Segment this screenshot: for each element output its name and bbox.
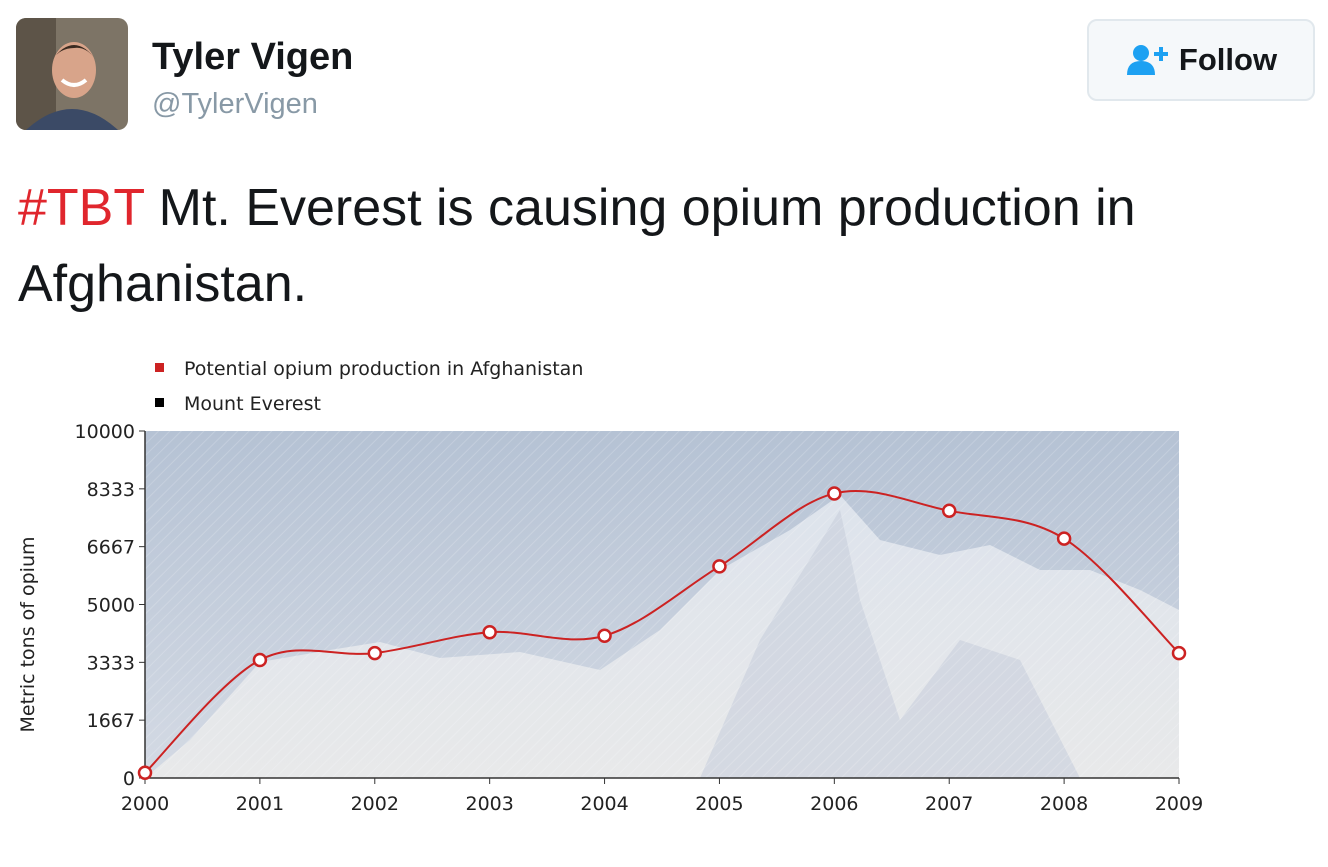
- data-point: [252, 652, 268, 668]
- x-tick-label: 2000: [121, 793, 169, 815]
- mount-everest-photo: [145, 431, 1179, 778]
- y-tick-label: 10000: [75, 421, 135, 443]
- y-tick-label: 8333: [87, 479, 135, 501]
- y-tick-label: 1667: [87, 710, 135, 732]
- legend-swatch: [155, 398, 164, 407]
- data-point: [712, 559, 727, 574]
- x-tick-label: 2002: [351, 793, 399, 815]
- tweet-text: #TBT Mt. Everest is causing opium produc…: [18, 170, 1288, 322]
- user-handle[interactable]: @TylerVigen: [152, 88, 318, 120]
- hashtag[interactable]: #TBT: [18, 179, 145, 237]
- x-tick-label: 2001: [236, 793, 284, 815]
- chart: 0 1667 3333 5000 6667 8333 10000 2000 2001 2002 20…: [17, 358, 1203, 815]
- avatar[interactable]: [16, 18, 128, 130]
- user-name[interactable]: Tyler Vigen: [152, 36, 354, 78]
- follow-icon: [1126, 45, 1168, 75]
- data-point: [827, 486, 842, 501]
- y-tick-label: 3333: [87, 652, 135, 674]
- y-tick-label: 6667: [87, 537, 135, 559]
- avatar-image: [16, 18, 128, 130]
- data-point: [137, 765, 153, 781]
- data-point: [482, 625, 497, 640]
- x-tick-label: 2007: [925, 793, 973, 815]
- data-point: [597, 628, 612, 643]
- x-tick-label: 2009: [1155, 793, 1203, 815]
- x-tick-label: 2006: [810, 793, 858, 815]
- legend-label: Mount Everest: [184, 393, 321, 415]
- x-tick-label: 2005: [695, 793, 743, 815]
- series-line: [144, 490, 1180, 774]
- follow-label: Follow: [1178, 42, 1278, 77]
- y-tick-label: 5000: [87, 595, 135, 617]
- follow-button[interactable]: Follow: [1087, 19, 1315, 101]
- legend-label: Potential opium production in Afghanista…: [184, 358, 583, 380]
- x-tick-label: 2008: [1040, 793, 1088, 815]
- x-tick-label: 2003: [465, 793, 513, 815]
- y-tick-label: 0: [123, 768, 135, 790]
- data-point: [1171, 645, 1187, 661]
- y-axis-label: Metric tons of opium: [17, 536, 39, 732]
- data-point: [367, 645, 383, 661]
- tweet-body: Mt. Everest is causing opium production …: [18, 179, 1136, 313]
- data-point: [941, 503, 957, 519]
- legend-swatch: [155, 363, 164, 372]
- data-point: [1056, 531, 1072, 546]
- x-tick-label: 2004: [580, 793, 628, 815]
